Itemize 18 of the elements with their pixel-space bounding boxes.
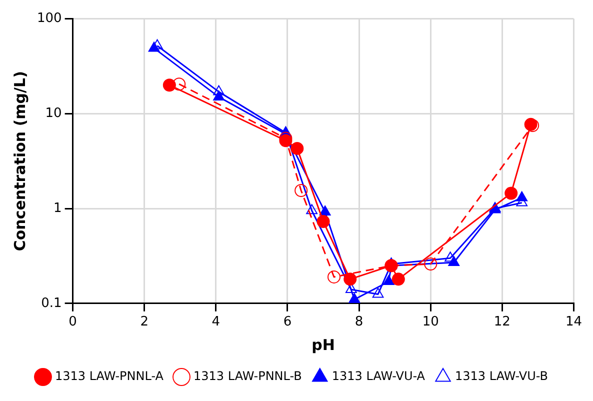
- x-tick-label: 0: [68, 314, 77, 330]
- y-tick-label: 0.1: [41, 296, 62, 311]
- x-axis-title: pH: [312, 336, 335, 354]
- y-axis-title: Concentration (mg/L): [10, 71, 29, 252]
- legend-label: 1313 LAW-PNNL-B: [194, 369, 302, 384]
- y-tick-label: 10: [45, 106, 62, 122]
- x-tick-label: 2: [140, 314, 149, 330]
- y-tick-label: 100: [36, 11, 62, 26]
- x-tick-label: 6: [283, 314, 292, 330]
- x-tick-label: 14: [565, 314, 582, 330]
- y-tick-label: 1: [54, 200, 62, 216]
- x-tick-label: 8: [354, 314, 364, 330]
- legend-label: 1313 LAW-VU-A: [332, 369, 426, 384]
- x-tick-label: 10: [422, 314, 439, 330]
- x-tick-label: 12: [494, 314, 510, 330]
- legend-label: 1313 LAW-PNNL-A: [54, 369, 164, 384]
- x-tick-label: 4: [212, 314, 220, 330]
- legend-label: 1313 LAW-VU-B: [455, 369, 548, 384]
